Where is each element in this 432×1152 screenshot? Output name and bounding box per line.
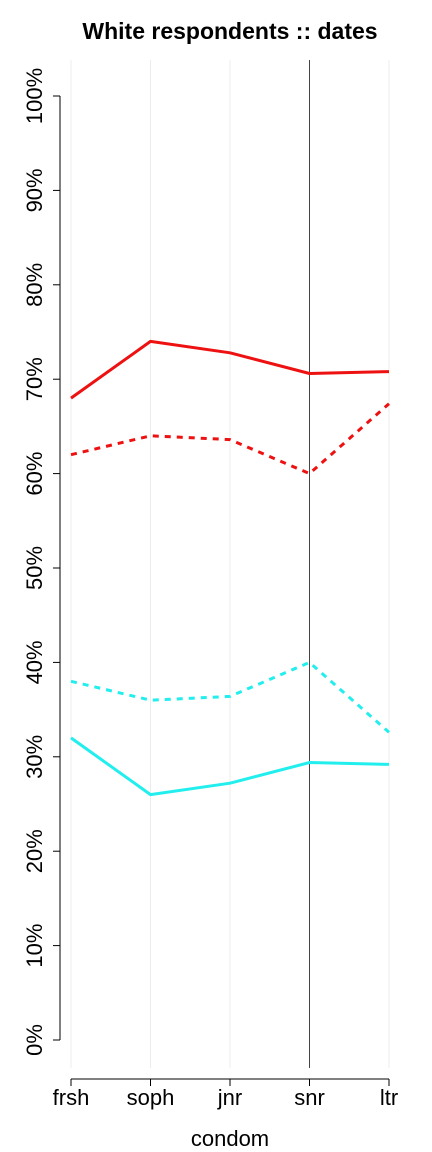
y-tick-label: 0% bbox=[22, 1024, 47, 1056]
x-tick-label-jnr: jnr bbox=[217, 1085, 242, 1110]
series-line-1 bbox=[70, 339, 390, 400]
y-tick-label: 50% bbox=[22, 546, 47, 590]
y-tick-label: 60% bbox=[22, 452, 47, 496]
x-tick-label-snr: snr bbox=[294, 1085, 325, 1110]
series-lines bbox=[70, 339, 390, 797]
y-tick-label: 90% bbox=[22, 168, 47, 212]
series-line-4 bbox=[70, 736, 390, 797]
series-line-3 bbox=[70, 660, 390, 734]
y-tick-label: 40% bbox=[22, 640, 47, 684]
x-tick-label-soph: soph bbox=[127, 1085, 175, 1110]
y-axis: 0% 10% 20% 30% 40% 50% 60% 70% 80% 90% 100% bbox=[22, 68, 61, 1056]
x-axis: frsh soph jnr snr ltr bbox=[53, 1078, 398, 1110]
y-tick-label: 30% bbox=[22, 735, 47, 779]
y-tick-label: 100% bbox=[22, 68, 47, 124]
chart-title: White respondents :: dates bbox=[82, 18, 377, 44]
y-tick-label: 10% bbox=[22, 924, 47, 968]
y-tick-label: 70% bbox=[22, 357, 47, 401]
y-tick-label: 20% bbox=[22, 829, 47, 873]
grid-lines bbox=[70, 60, 390, 1068]
series-line-2 bbox=[70, 402, 390, 476]
x-tick-label-frsh: frsh bbox=[53, 1085, 90, 1110]
x-tick-label-ltr: ltr bbox=[380, 1085, 398, 1110]
x-axis-label: condom bbox=[191, 1126, 269, 1151]
y-tick-label: 80% bbox=[22, 263, 47, 307]
